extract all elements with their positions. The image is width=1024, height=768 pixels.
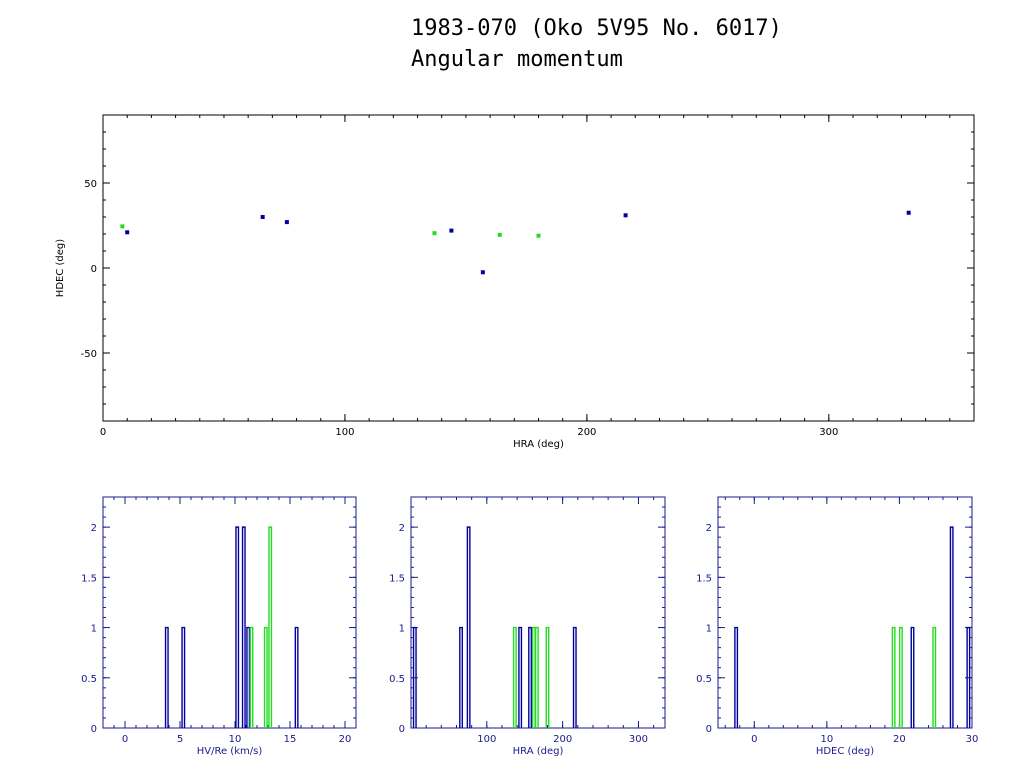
scatter-xtick-label: 200	[577, 427, 596, 438]
scatter-xtick-label: 300	[819, 427, 838, 438]
hist-hdec-xtick-label: 30	[966, 734, 979, 745]
histogram-bar	[949, 526, 954, 728]
scatter-point	[260, 215, 265, 219]
hist-velocity-ytick-label: 1	[91, 624, 97, 635]
scatter-ylabel: HDEC (deg)	[55, 239, 66, 297]
scatter-frame	[102, 114, 975, 422]
hist-hra-ytick-label: 0	[399, 724, 405, 735]
histogram-bar	[572, 626, 577, 728]
hist-velocity-ytick-label: 0.5	[81, 674, 97, 685]
hist-velocity-xtick-label: 0	[122, 734, 128, 745]
hist-hdec-xtick-label: 20	[893, 734, 906, 745]
hist-hra-ytick-label: 1	[399, 624, 405, 635]
scatter-point	[536, 233, 541, 238]
hist-hdec-xtick-label: 10	[820, 734, 833, 745]
histogram-bar	[263, 626, 268, 728]
hist-velocity-xlabel: HV/Re (km/s)	[197, 746, 263, 757]
histogram-bar	[734, 626, 739, 728]
hist-hdec-frame	[717, 496, 973, 729]
scatter-point	[449, 228, 454, 233]
histogram-bar	[891, 626, 896, 728]
hist-hra-ytick-label: 0.5	[389, 674, 405, 685]
hist-velocity-xtick-label: 5	[177, 734, 183, 745]
histogram-bar	[412, 626, 417, 728]
scatter-ytick-label: -50	[81, 349, 97, 360]
histogram-bar	[966, 626, 971, 728]
hist-hra-ytick-label: 1.5	[389, 573, 405, 584]
histogram-bar	[181, 626, 186, 728]
hist-hdec-chart: 0 10 20 30 0 0.5 1 1.5 2 HDEC (deg)	[696, 496, 979, 757]
scatter-xtick-label: 0	[100, 427, 106, 438]
scatter-point	[432, 231, 437, 236]
chart-title: 1983-070 (Oko 5V95 No. 6017)	[411, 16, 782, 41]
histogram-bar	[268, 526, 273, 728]
histogram-bar	[528, 626, 532, 728]
histogram-bar	[932, 626, 937, 728]
scatter-point	[906, 210, 911, 215]
histogram-bar	[466, 526, 471, 728]
histogram-bar	[459, 626, 463, 728]
histogram-bar	[512, 626, 517, 728]
hist-velocity-xtick-label: 10	[229, 734, 242, 745]
scatter-point	[125, 230, 130, 235]
hist-hra-chart: 100 200 300 0 0.5 1 1.5 2 HRA (deg)	[389, 496, 666, 757]
hist-velocity-frame	[102, 496, 357, 729]
hist-velocity-xtick-label: 15	[284, 734, 297, 745]
scatter-ytick-label: 0	[91, 264, 97, 275]
hist-hdec-ytick-label: 0	[706, 724, 712, 735]
scatter-xtick-label: 100	[335, 427, 354, 438]
scatter-point	[497, 232, 502, 237]
hist-hdec-xtick-label: 0	[751, 734, 757, 745]
histogram-bar	[294, 626, 299, 728]
hist-hra-ytick-label: 2	[399, 523, 405, 534]
histogram-bar	[518, 626, 523, 728]
hist-velocity-ytick-label: 0	[91, 724, 97, 735]
histogram-bar	[164, 626, 169, 728]
hist-hra-xtick-label: 100	[477, 734, 496, 745]
histogram-bar	[241, 526, 246, 728]
scatter-ytick-label: 50	[84, 179, 97, 190]
hist-hra-xtick-label: 200	[553, 734, 572, 745]
hist-hdec-xlabel: HDEC (deg)	[816, 746, 874, 757]
hist-hra-xtick-label: 300	[629, 734, 648, 745]
scatter-point	[284, 220, 289, 225]
hist-hdec-ytick-label: 0.5	[696, 674, 712, 685]
hist-velocity-xtick-label: 20	[339, 734, 352, 745]
scatter-point	[480, 270, 485, 275]
scatter-point	[623, 213, 628, 218]
histogram-bar	[531, 626, 536, 728]
hist-hdec-ytick-label: 1	[706, 624, 712, 635]
histogram-bar	[534, 626, 539, 728]
hist-velocity-ytick-label: 1.5	[81, 573, 97, 584]
hist-hdec-ytick-label: 1.5	[696, 573, 712, 584]
scatter-point	[120, 224, 125, 229]
histogram-bar	[910, 626, 915, 728]
histogram-bar	[898, 626, 903, 728]
scatter-xlabel: HRA (deg)	[513, 439, 564, 450]
histogram-bar	[246, 626, 251, 728]
histogram-bar	[249, 626, 254, 728]
hist-hra-xlabel: HRA (deg)	[513, 746, 564, 757]
histogram-bar	[545, 626, 550, 728]
scatter-chart: 0 100 200 300 -50 0 50 HRA (deg) HDEC (deg)	[55, 114, 975, 450]
hist-velocity-chart: 0 5 10 15 20 0 0.5 1 1.5 2 HV/Re (km/s)	[81, 496, 357, 757]
hist-hdec-ytick-label: 2	[706, 523, 712, 534]
hist-velocity-ytick-label: 2	[91, 523, 97, 534]
chart-subtitle: Angular momentum	[411, 47, 623, 72]
histogram-bar	[235, 526, 240, 728]
